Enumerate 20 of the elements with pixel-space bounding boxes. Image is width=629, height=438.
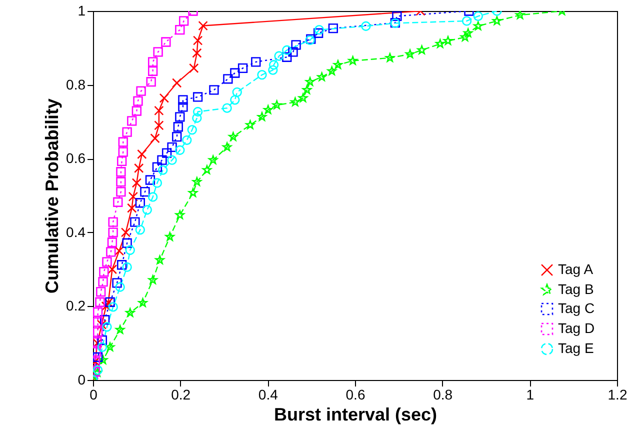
- x-axis-title: Burst interval (sec): [274, 404, 438, 424]
- x-tick-label: 0.6: [346, 386, 366, 402]
- y-tick-label: 0.4: [66, 224, 86, 240]
- x-tick-label: 0: [90, 386, 98, 402]
- legend-label: Tag B: [558, 281, 594, 297]
- x-tick-label: 0.2: [171, 386, 191, 402]
- x-tick-label: 0.8: [433, 386, 453, 402]
- y-tick-label: 1: [78, 2, 86, 18]
- y-tick-label: 0.2: [66, 298, 86, 314]
- y-tick-label: 0.6: [66, 150, 86, 166]
- y-tick-label: 0.8: [66, 76, 86, 92]
- legend-label: Tag D: [558, 320, 595, 336]
- x-tick-label: 1.2: [608, 386, 628, 402]
- x-tick-label: 0.4: [258, 386, 278, 402]
- x-tick-label: 1: [526, 386, 534, 402]
- legend-label: Tag A: [558, 261, 594, 277]
- legend-label: Tag C: [558, 300, 595, 316]
- y-axis-title: Cumulative Probability: [42, 98, 62, 294]
- y-tick-label: 0: [78, 372, 86, 388]
- legend-label: Tag E: [558, 340, 594, 356]
